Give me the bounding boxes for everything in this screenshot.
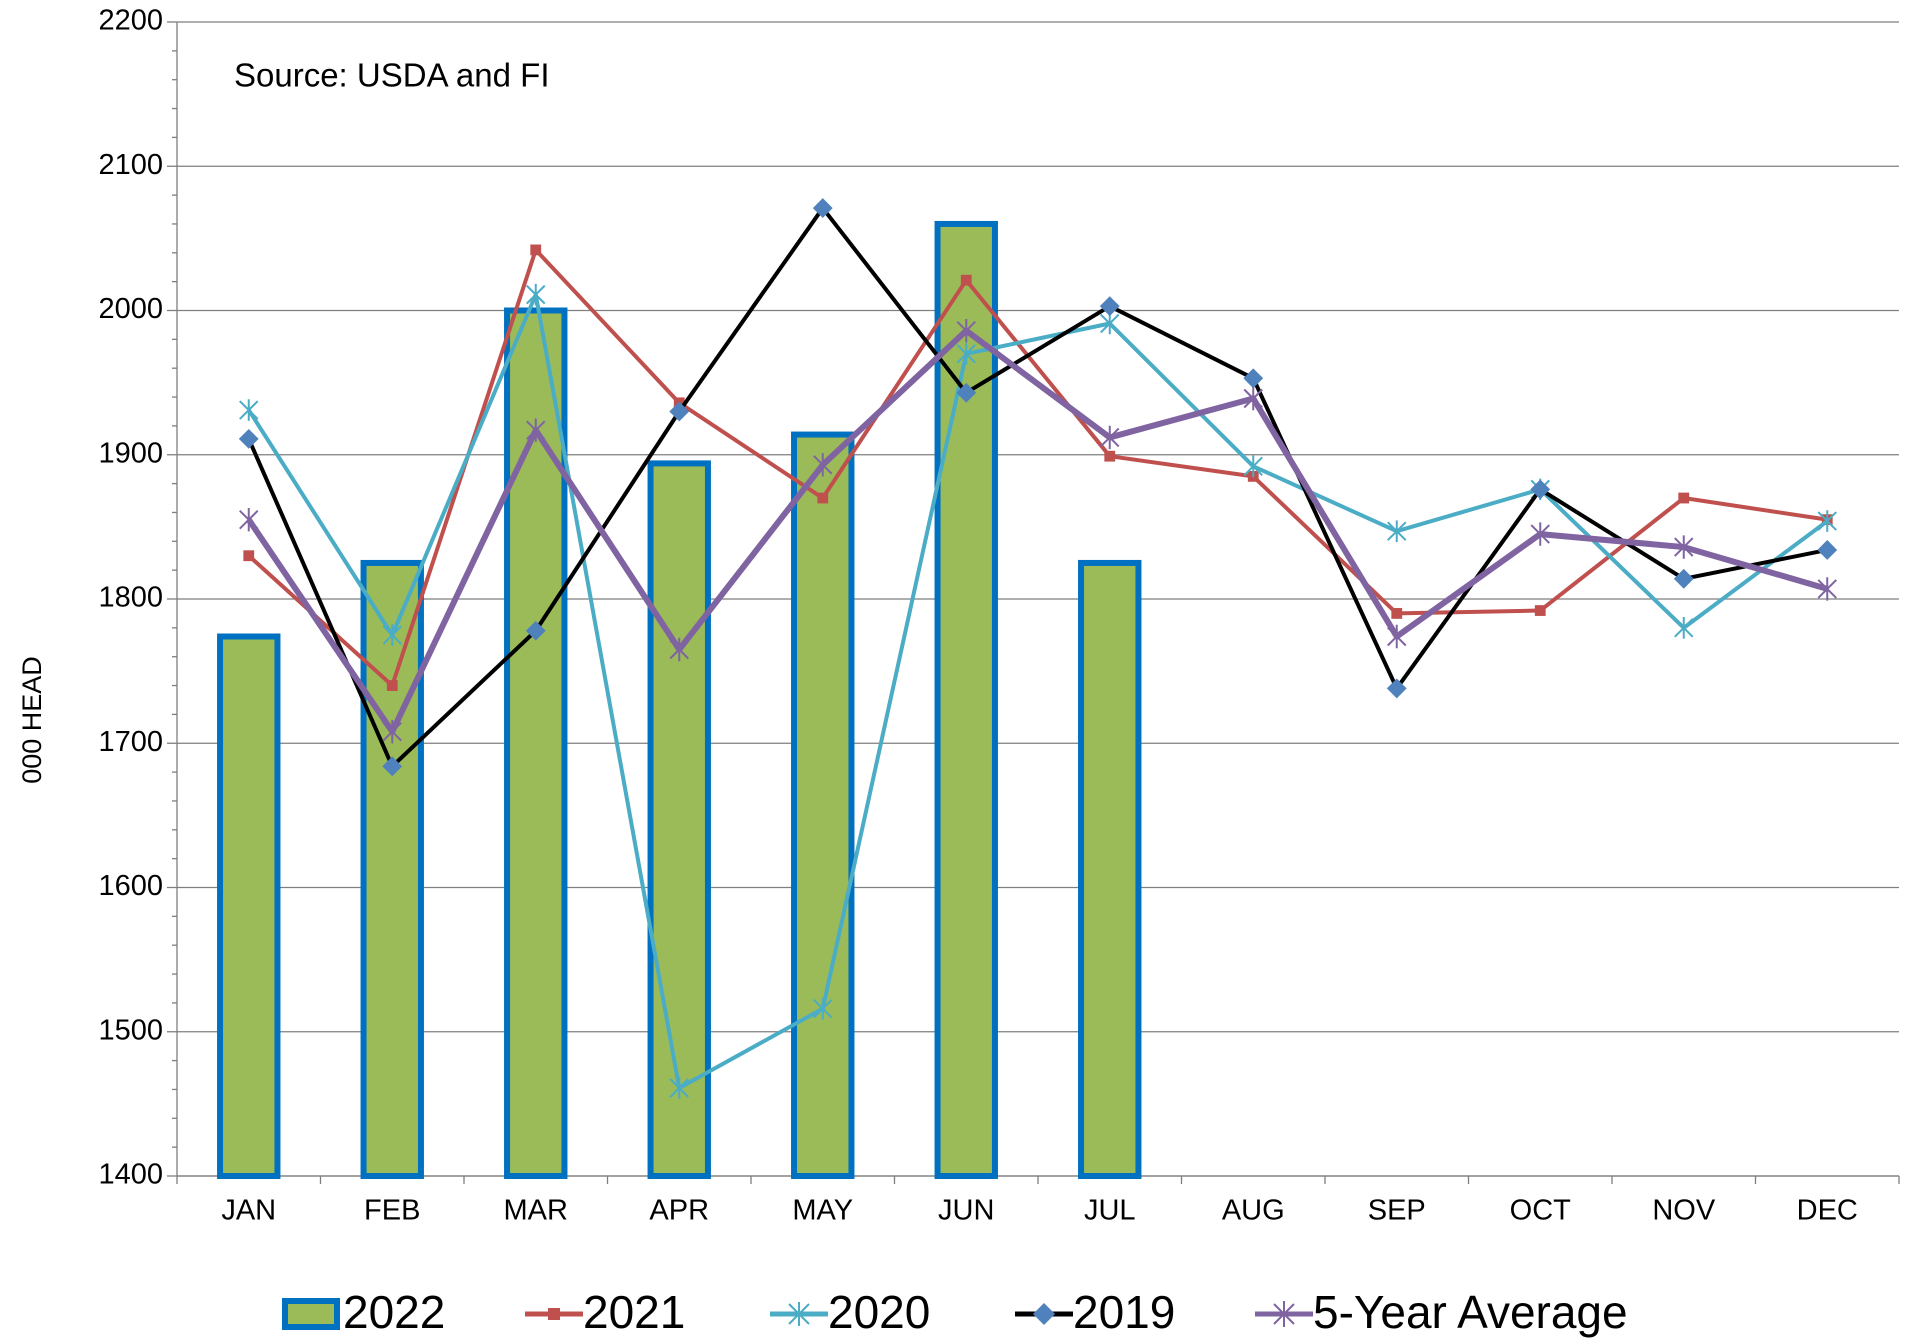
marker bbox=[530, 244, 542, 256]
marker bbox=[1033, 1303, 1055, 1325]
y-tick-label: 2100 bbox=[98, 149, 163, 181]
marker bbox=[960, 274, 972, 286]
y-tick-label: 2000 bbox=[98, 293, 163, 325]
x-tick-label: MAY bbox=[792, 1195, 853, 1227]
marker bbox=[1243, 368, 1264, 389]
marker bbox=[669, 1077, 689, 1099]
marker bbox=[386, 680, 398, 691]
marker bbox=[1273, 1301, 1295, 1327]
marker bbox=[669, 637, 689, 662]
bar bbox=[647, 460, 711, 1179]
legend-label: 5-Year Average bbox=[1313, 1286, 1628, 1338]
legend-label: 2022 bbox=[343, 1286, 445, 1338]
marker bbox=[525, 620, 546, 641]
marker bbox=[956, 318, 976, 343]
legend-label: 2020 bbox=[828, 1286, 930, 1338]
x-tick-label: FEB bbox=[364, 1195, 420, 1227]
marker bbox=[1387, 624, 1407, 649]
marker bbox=[1243, 386, 1263, 411]
x-tick-label: JUN bbox=[938, 1195, 994, 1227]
marker bbox=[1817, 540, 1838, 560]
marker bbox=[956, 382, 977, 403]
y-tick-label: 1600 bbox=[98, 870, 163, 902]
marker bbox=[813, 453, 833, 477]
marker bbox=[1817, 577, 1837, 601]
marker bbox=[1100, 425, 1120, 450]
marker bbox=[1243, 455, 1263, 478]
marker bbox=[1099, 296, 1120, 317]
legend-swatch bbox=[282, 1298, 340, 1330]
y-tick-label: 1700 bbox=[98, 726, 163, 758]
y-tick-label: 1900 bbox=[98, 437, 163, 469]
marker bbox=[1104, 450, 1116, 462]
line bbox=[246, 327, 1829, 735]
line bbox=[247, 247, 1828, 688]
marker bbox=[669, 401, 690, 422]
bar bbox=[791, 431, 855, 1179]
legend-label: 2019 bbox=[1073, 1286, 1175, 1338]
marker bbox=[1674, 617, 1694, 639]
marker bbox=[382, 720, 402, 744]
bar bbox=[217, 633, 281, 1179]
line bbox=[246, 206, 1828, 769]
marker bbox=[1678, 492, 1690, 504]
marker bbox=[812, 198, 833, 218]
marker bbox=[1386, 678, 1407, 699]
marker bbox=[788, 1302, 810, 1326]
y-tick-label: 1500 bbox=[98, 1014, 163, 1046]
marker bbox=[1391, 608, 1403, 619]
marker bbox=[813, 997, 833, 1020]
marker bbox=[382, 756, 403, 777]
marker bbox=[1530, 522, 1550, 546]
x-tick-label: MAR bbox=[504, 1195, 568, 1227]
marker bbox=[239, 507, 259, 532]
marker bbox=[817, 492, 829, 504]
x-tick-label: SEP bbox=[1368, 1195, 1426, 1227]
x-tick-label: OCT bbox=[1510, 1195, 1572, 1227]
marker bbox=[1817, 510, 1837, 532]
marker bbox=[1673, 568, 1694, 589]
marker bbox=[1100, 312, 1120, 335]
bar bbox=[1078, 559, 1142, 1179]
x-tick-label: NOV bbox=[1652, 1195, 1716, 1227]
marker bbox=[956, 342, 976, 365]
x-tick-label: JAN bbox=[221, 1195, 276, 1227]
line bbox=[247, 292, 1829, 1091]
marker bbox=[526, 418, 546, 442]
marker bbox=[243, 550, 255, 562]
marker bbox=[548, 1308, 560, 1320]
x-tick-label: AUG bbox=[1222, 1195, 1285, 1227]
y-tick-label: 1800 bbox=[98, 582, 163, 614]
marker bbox=[1530, 479, 1551, 500]
marker bbox=[382, 624, 402, 646]
y-axis-label: 000 HEAD bbox=[17, 656, 47, 784]
x-tick-label: JUL bbox=[1084, 1195, 1136, 1227]
annotation: Source: USDA and FI bbox=[234, 57, 549, 94]
marker bbox=[1387, 520, 1407, 543]
y-tick-label: 2200 bbox=[98, 5, 163, 37]
marker bbox=[238, 428, 259, 449]
x-tick-label: APR bbox=[649, 1195, 709, 1227]
x-tick-label: DEC bbox=[1797, 1195, 1858, 1227]
bar bbox=[360, 559, 424, 1179]
marker bbox=[526, 283, 546, 306]
legend-label: 2021 bbox=[583, 1286, 685, 1338]
marker bbox=[1534, 605, 1546, 616]
marker bbox=[1674, 535, 1694, 559]
marker bbox=[239, 399, 259, 421]
y-tick-label: 1400 bbox=[98, 1159, 163, 1191]
